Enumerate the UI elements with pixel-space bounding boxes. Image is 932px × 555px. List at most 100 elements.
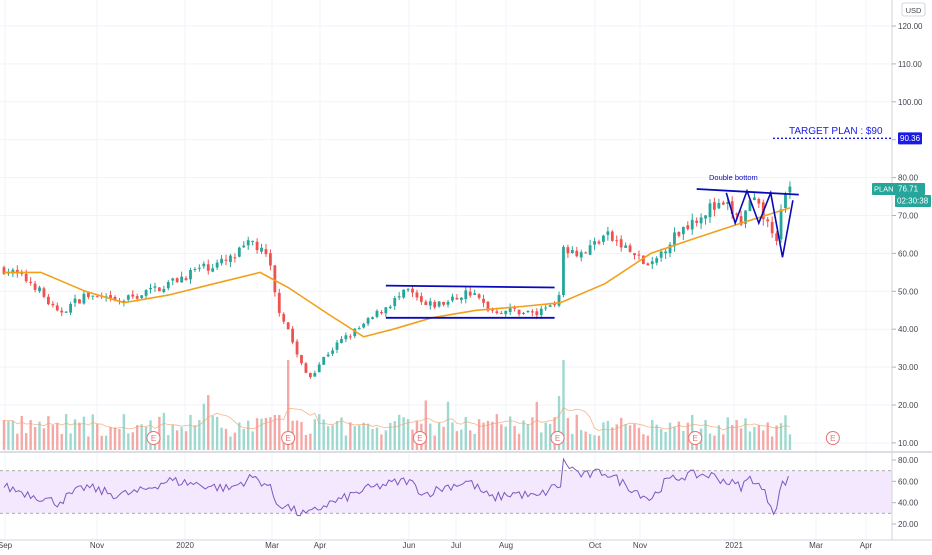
time-tick-label: Oct bbox=[589, 541, 602, 550]
last-price-badge: 76.71 bbox=[895, 183, 925, 195]
volume-bar bbox=[286, 360, 290, 450]
volume-bar bbox=[446, 401, 450, 450]
volume-bar bbox=[708, 433, 712, 450]
volume-bar bbox=[766, 422, 769, 450]
candle-body bbox=[482, 298, 485, 303]
volume-bar bbox=[611, 427, 614, 450]
earnings-marker[interactable]: E bbox=[281, 431, 296, 445]
candle-body bbox=[69, 303, 73, 313]
candle-body bbox=[86, 292, 90, 297]
volume-bar bbox=[744, 418, 747, 450]
volume-bar bbox=[33, 427, 37, 450]
volume-bar bbox=[557, 396, 561, 450]
candle-body bbox=[206, 264, 210, 271]
volume-bar bbox=[91, 414, 95, 450]
volume-bar bbox=[548, 424, 552, 450]
candle-body bbox=[211, 268, 215, 272]
volume-bar bbox=[531, 417, 534, 450]
candle-body bbox=[615, 240, 619, 242]
volume-bar bbox=[775, 425, 778, 450]
earnings-marker-label: E bbox=[286, 434, 291, 443]
candle-body bbox=[344, 335, 348, 340]
volume-bar bbox=[309, 433, 312, 450]
candle-body bbox=[468, 291, 472, 296]
candle-body bbox=[304, 363, 308, 373]
w-pattern-line[interactable] bbox=[725, 188, 794, 258]
candle-body bbox=[402, 289, 406, 298]
volume-bar bbox=[326, 426, 330, 450]
volume-bar bbox=[340, 417, 343, 450]
candle-body bbox=[473, 293, 477, 295]
candle-body bbox=[189, 270, 192, 280]
volume-bar bbox=[64, 414, 68, 450]
candle-body bbox=[180, 276, 184, 283]
volume-bar bbox=[300, 421, 303, 450]
volume-bar bbox=[624, 423, 627, 450]
time-tick-label: 2020 bbox=[176, 541, 194, 550]
earnings-marker[interactable]: E bbox=[146, 431, 161, 445]
candle-body bbox=[273, 265, 277, 293]
candle-body bbox=[224, 259, 228, 261]
volume-bar bbox=[2, 420, 6, 450]
volume-bar bbox=[544, 422, 547, 450]
candle-body bbox=[526, 311, 530, 313]
earnings-marker[interactable]: E bbox=[550, 431, 565, 445]
candle-body bbox=[730, 201, 734, 214]
earnings-marker[interactable]: E bbox=[825, 431, 840, 445]
earnings-marker[interactable]: E bbox=[412, 431, 427, 445]
candle-body bbox=[135, 296, 139, 299]
candle-body bbox=[109, 295, 112, 298]
volume-bar bbox=[136, 425, 139, 450]
volume-bar bbox=[513, 426, 516, 450]
volume-bar bbox=[770, 436, 774, 450]
volume-bar bbox=[504, 426, 507, 450]
candle-body bbox=[47, 296, 50, 305]
candle-body bbox=[641, 255, 645, 265]
candle-body bbox=[606, 231, 610, 235]
volume-bar bbox=[739, 428, 743, 450]
candle-body bbox=[464, 290, 468, 300]
candle-body bbox=[539, 308, 543, 316]
candle-body bbox=[752, 197, 756, 200]
candle-body bbox=[229, 255, 232, 263]
volume-bar bbox=[335, 420, 339, 450]
volume-bar bbox=[295, 420, 299, 450]
volume-bar bbox=[158, 416, 161, 450]
earnings-marker[interactable]: E bbox=[688, 431, 703, 445]
volume-bar bbox=[353, 426, 356, 450]
price-tick-label: 100.00 bbox=[898, 98, 923, 107]
volume-bar bbox=[406, 419, 410, 450]
volume-bar bbox=[495, 414, 499, 450]
rsi-tick-label: 20.00 bbox=[898, 520, 919, 529]
candle-body bbox=[2, 267, 6, 274]
volume-bar bbox=[56, 423, 59, 450]
earnings-marker-label: E bbox=[417, 434, 422, 443]
volume-bar bbox=[500, 424, 503, 450]
volume-bar bbox=[202, 403, 206, 450]
candle-body bbox=[335, 342, 339, 350]
volume-bar bbox=[402, 417, 405, 450]
candle-body bbox=[721, 202, 725, 205]
candle-body bbox=[570, 249, 574, 254]
rsi-band bbox=[0, 470, 892, 514]
candle-body bbox=[366, 318, 370, 324]
candle-body bbox=[153, 286, 157, 288]
currency-button[interactable] bbox=[901, 2, 926, 17]
candle-body bbox=[277, 292, 281, 313]
candle-body bbox=[624, 245, 628, 248]
volume-bar bbox=[455, 431, 459, 450]
candle-body bbox=[681, 226, 685, 235]
candle-body bbox=[158, 287, 161, 292]
candle-body bbox=[388, 306, 392, 309]
candle-body bbox=[162, 289, 166, 293]
rectangle-top-line[interactable] bbox=[385, 284, 555, 289]
candle-body bbox=[602, 235, 605, 242]
time-tick-label: 2021 bbox=[725, 541, 743, 550]
volume-bar bbox=[677, 421, 681, 450]
candle-body bbox=[264, 249, 268, 255]
candle-body bbox=[340, 339, 343, 343]
volume-bar bbox=[535, 402, 539, 450]
candle-body bbox=[784, 193, 787, 209]
volume-bar bbox=[109, 427, 112, 450]
